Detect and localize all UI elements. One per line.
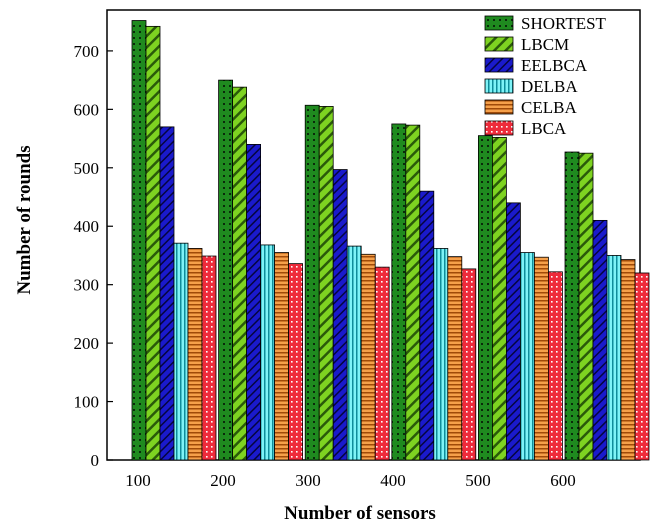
legend-swatch-lbcm bbox=[484, 36, 514, 52]
bar-shortest-600 bbox=[564, 151, 580, 461]
legend-label-lbca: LBCA bbox=[521, 119, 567, 138]
x-tick-label: 600 bbox=[550, 471, 576, 490]
legend-label-delba: DELBA bbox=[521, 77, 578, 96]
legend-swatch-delba bbox=[484, 78, 514, 94]
legend-swatch-eelbca bbox=[484, 57, 514, 73]
legend: SHORTEST LBCM EELBCA DELBA CELBA LBCA bbox=[484, 14, 607, 138]
bar-lbcm-400 bbox=[405, 124, 421, 461]
legend-label-celba: CELBA bbox=[521, 98, 577, 117]
bar-lbca-100 bbox=[201, 255, 217, 461]
y-tick-label: 600 bbox=[74, 100, 100, 119]
y-tick-label: 700 bbox=[74, 42, 100, 61]
bar-delba-600 bbox=[606, 255, 622, 461]
y-axis-title: Number of rounds bbox=[14, 145, 35, 294]
bar-eelbca-600 bbox=[592, 219, 608, 461]
bar-lbcm-200 bbox=[232, 86, 248, 461]
bar-lbcm-600 bbox=[578, 152, 594, 461]
bar-shortest-300 bbox=[304, 104, 320, 461]
bar-celba-100 bbox=[187, 248, 203, 461]
x-tick-label: 300 bbox=[295, 471, 321, 490]
bar-lbcm-100 bbox=[145, 25, 161, 461]
bar-celba-200 bbox=[274, 252, 290, 461]
bar-delba-400 bbox=[433, 248, 449, 461]
y-tick-label: 200 bbox=[74, 334, 100, 353]
bar-shortest-500 bbox=[477, 135, 493, 461]
legend-label-eelbca: EELBCA bbox=[521, 56, 588, 75]
bar-delba-500 bbox=[520, 252, 535, 461]
bar-lbca-500 bbox=[548, 271, 563, 461]
bar-shortest-200 bbox=[218, 79, 234, 461]
bar-lbca-300 bbox=[374, 266, 390, 461]
legend-label-lbcm: LBCM bbox=[521, 35, 569, 54]
bar-lbca-200 bbox=[288, 263, 304, 461]
bar-shortest-400 bbox=[391, 123, 407, 461]
bar-eelbca-400 bbox=[419, 190, 435, 461]
y-axis: 0 100 200 300 400 500 600 700 bbox=[74, 42, 113, 470]
bar-lbcm-500 bbox=[491, 137, 507, 461]
bar-eelbca-100 bbox=[159, 126, 175, 461]
bar-eelbca-500 bbox=[505, 202, 521, 461]
bar-lbca-600 bbox=[634, 272, 650, 461]
bar-celba-500 bbox=[534, 256, 549, 461]
x-axis: 100 200 300 400 500 600 bbox=[125, 471, 576, 490]
legend-swatch-lbca bbox=[484, 120, 514, 136]
bar-eelbca-200 bbox=[246, 144, 262, 461]
y-tick-label: 100 bbox=[74, 393, 100, 412]
legend-label-shortest: SHORTEST bbox=[521, 14, 607, 33]
legend-swatch-celba bbox=[484, 99, 514, 115]
y-tick-label: 400 bbox=[74, 217, 100, 236]
bar-lbca-400 bbox=[461, 268, 477, 461]
bar-celba-400 bbox=[447, 256, 463, 461]
x-tick-label: 200 bbox=[210, 471, 236, 490]
x-tick-label: 400 bbox=[380, 471, 406, 490]
x-axis-title: Number of sensors bbox=[284, 503, 436, 524]
bar-delba-100 bbox=[173, 242, 189, 461]
bar-eelbca-300 bbox=[332, 169, 348, 461]
x-tick-label: 500 bbox=[465, 471, 491, 490]
y-tick-label: 500 bbox=[74, 159, 100, 178]
bar-delba-200 bbox=[260, 244, 276, 461]
bars-group bbox=[131, 20, 650, 461]
bar-shortest-100 bbox=[131, 20, 147, 461]
bar-delba-300 bbox=[346, 245, 362, 461]
x-tick-label: 100 bbox=[125, 471, 151, 490]
bar-lbcm-300 bbox=[318, 106, 334, 461]
bar-celba-300 bbox=[360, 253, 376, 461]
y-tick-label: 0 bbox=[91, 451, 100, 470]
bar-celba-600 bbox=[620, 259, 636, 461]
y-tick-label: 300 bbox=[74, 276, 100, 295]
legend-swatch-shortest bbox=[484, 15, 514, 31]
